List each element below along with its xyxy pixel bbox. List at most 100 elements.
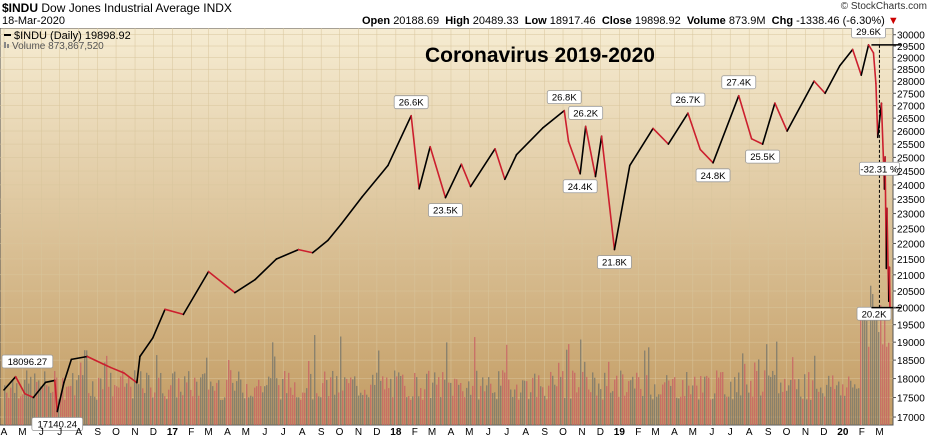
price-segment [460, 163, 472, 188]
volume-bar [424, 389, 426, 425]
volume-bar [292, 394, 294, 425]
volume-bar [20, 396, 22, 425]
volume-bar [476, 370, 478, 425]
volume-bar [376, 372, 378, 425]
volume-bar [882, 344, 884, 425]
close-label: Close [601, 15, 632, 27]
volume-bar [718, 377, 720, 425]
volume-bar [176, 397, 178, 425]
volume-bar [502, 370, 504, 425]
price-segment [699, 148, 714, 164]
volume-bar [104, 362, 106, 425]
volume-bar [300, 399, 302, 425]
volume-bar [640, 389, 642, 425]
volume-bar [414, 372, 416, 425]
volume-bar [774, 374, 776, 425]
volume-bar [366, 394, 368, 425]
price-segment [54, 379, 59, 413]
volume-bar [134, 370, 136, 425]
x-tick-label: M [428, 427, 436, 438]
open-value: 20188.69 [393, 15, 440, 27]
x-tick-label: M [204, 427, 212, 438]
x-tick-label: A [448, 427, 455, 438]
volume-bar [432, 382, 434, 425]
x-tick-label: J [39, 427, 44, 438]
x-tick-label: M [465, 427, 473, 438]
volume-bar [558, 362, 560, 425]
legend-price: $INDU (Daily) 19898.92 [14, 30, 131, 42]
volume-bar [190, 389, 192, 425]
volume-bar [326, 380, 328, 425]
price-segment [136, 355, 141, 384]
price-segment [86, 355, 104, 365]
volume-bar [590, 392, 592, 425]
x-tick-label: 17 [167, 427, 179, 438]
volume-bar [108, 386, 110, 425]
volume-bar [210, 381, 212, 425]
volume-bar [796, 389, 798, 425]
volume-bar [68, 386, 70, 425]
volume-bar [60, 393, 62, 425]
price-segment [410, 114, 420, 190]
volume-bar [488, 376, 490, 425]
volume-bar [744, 363, 746, 425]
volume-bar [110, 372, 112, 425]
annotation-box [670, 92, 706, 107]
x-tick-label: D [597, 427, 604, 438]
volume-bar [250, 395, 252, 425]
volume-bar [184, 376, 186, 425]
volume-bar [748, 392, 750, 425]
volume-bar [62, 377, 64, 425]
volume-bar [274, 356, 276, 425]
volume-bar [552, 375, 554, 425]
volume-bar [372, 374, 374, 425]
volume-bar [808, 372, 810, 425]
volume-bar [588, 389, 590, 425]
volume-bar [670, 385, 672, 425]
annotation-label: 26.8K [552, 93, 577, 104]
volume-bar [436, 384, 438, 425]
volume-bar [40, 386, 42, 425]
volume-bar [654, 384, 656, 425]
volume-bar [370, 384, 372, 425]
volume-bar [88, 393, 90, 425]
volume-bar [420, 388, 422, 425]
y-tick-label: 19500 [897, 321, 925, 332]
volume-bar [548, 385, 550, 425]
volume-bar [278, 385, 280, 425]
volume-bar [494, 392, 496, 425]
price-segment [838, 48, 854, 67]
volume-bar [506, 344, 508, 425]
volume-bar [530, 392, 532, 425]
close-value: 19898.92 [634, 15, 681, 27]
volume-bar [468, 381, 470, 425]
price-segment [737, 94, 753, 140]
volume-bar [708, 377, 710, 425]
volume-bar [158, 377, 160, 425]
symbol: $INDU [2, 1, 39, 15]
volume-bar [686, 372, 688, 425]
volume-bar [8, 397, 10, 425]
volume-bar [32, 397, 34, 425]
price-segment [32, 381, 47, 399]
volume-bar [568, 344, 570, 425]
volume-bar [18, 398, 20, 425]
volume-bar [818, 391, 820, 425]
y-tick-label: 22000 [897, 239, 925, 250]
volume-bar [534, 373, 536, 425]
x-tick-label: J [709, 427, 714, 438]
price-segment [504, 153, 518, 181]
volume-bar [38, 380, 40, 425]
volume-bar [622, 374, 624, 425]
volume-bar [616, 375, 618, 425]
volume-bar [216, 382, 218, 425]
x-tick-label: S [541, 427, 548, 438]
volume-bar [72, 373, 74, 425]
y-tick-label: 23500 [897, 195, 925, 206]
volume-bar [390, 378, 392, 425]
volume-bar [592, 372, 594, 425]
volume-bar [410, 399, 412, 425]
price-segment [563, 109, 570, 143]
dropdown-arrow-icon[interactable]: ▼ [887, 15, 899, 27]
volume-bar [632, 376, 634, 425]
